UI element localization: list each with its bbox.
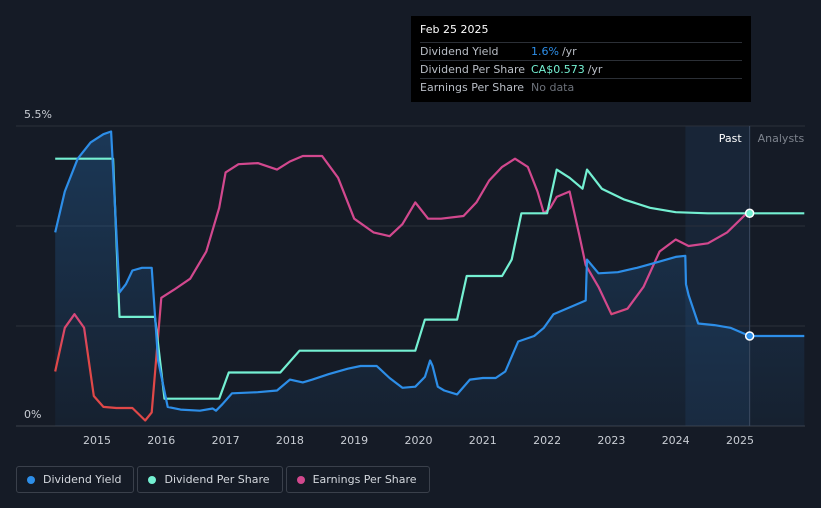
legend-item-dividend-yield[interactable]: Dividend Yield bbox=[16, 466, 135, 493]
x-tick-label: 2023 bbox=[597, 434, 625, 447]
legend: Dividend Yield Dividend Per Share Earnin… bbox=[16, 466, 430, 493]
tooltip-row-yield: Dividend Yield 1.6% /yr bbox=[420, 42, 742, 60]
tooltip-unit: /yr bbox=[587, 63, 603, 76]
legend-label: Dividend Yield bbox=[43, 473, 122, 486]
legend-item-dividend-per-share[interactable]: Dividend Per Share bbox=[137, 466, 283, 493]
y-axis-top-label: 5.5% bbox=[24, 108, 52, 121]
legend-label: Dividend Per Share bbox=[164, 473, 270, 486]
tooltip-label: Earnings Per Share bbox=[420, 81, 525, 94]
tooltip-value: 1.6% bbox=[531, 45, 559, 58]
tooltip-row-eps: Earnings Per Share No data bbox=[420, 78, 742, 96]
tooltip-date: Feb 25 2025 bbox=[420, 23, 489, 36]
dividend-yield-marker bbox=[744, 331, 755, 341]
dividend-per-share-marker bbox=[744, 208, 755, 219]
x-axis-ticks: 2015 2016 2017 2018 2019 2020 2021 2022 2023 2024… bbox=[83, 434, 754, 447]
x-tick-label: 2022 bbox=[533, 434, 561, 447]
tooltip-value: No data bbox=[531, 81, 575, 94]
x-tick-label: 2019 bbox=[340, 434, 368, 447]
tooltip: Feb 25 2025 Dividend Yield 1.6% /yr Divi… bbox=[411, 16, 751, 102]
analysts-label: Analysts bbox=[758, 132, 805, 145]
dividend-yield-area bbox=[55, 131, 805, 426]
earnings-per-share-line bbox=[54, 154, 751, 422]
past-label: Past bbox=[719, 132, 743, 145]
legend-item-earnings-per-share[interactable]: Earnings Per Share bbox=[285, 466, 430, 493]
legend-dot-icon bbox=[148, 475, 157, 484]
tooltip-row-dps: Dividend Per Share CA$0.573 /yr bbox=[420, 60, 742, 78]
x-tick-label: 2025 bbox=[726, 434, 754, 447]
legend-dot-icon bbox=[27, 475, 35, 484]
dividend-per-share-line bbox=[55, 157, 805, 400]
legend-dot-icon bbox=[296, 475, 305, 484]
tooltip-unit: /yr bbox=[561, 45, 577, 58]
x-tick-label: 2021 bbox=[469, 434, 497, 447]
tooltip-value: CA$0.573 bbox=[531, 63, 585, 76]
x-tick-label: 2018 bbox=[276, 434, 304, 447]
x-tick-label: 2017 bbox=[212, 434, 240, 447]
x-tick-label: 2016 bbox=[147, 434, 175, 447]
dividend-yield-line bbox=[54, 130, 805, 412]
tooltip-label: Dividend Yield bbox=[420, 45, 499, 58]
x-tick-label: 2020 bbox=[405, 434, 433, 447]
y-axis-bottom-label: 0% bbox=[24, 408, 41, 421]
tooltip-label: Dividend Per Share bbox=[420, 63, 526, 76]
x-tick-label: 2024 bbox=[662, 434, 690, 447]
legend-label: Earnings Per Share bbox=[312, 473, 417, 486]
x-tick-label: 2015 bbox=[83, 434, 111, 447]
